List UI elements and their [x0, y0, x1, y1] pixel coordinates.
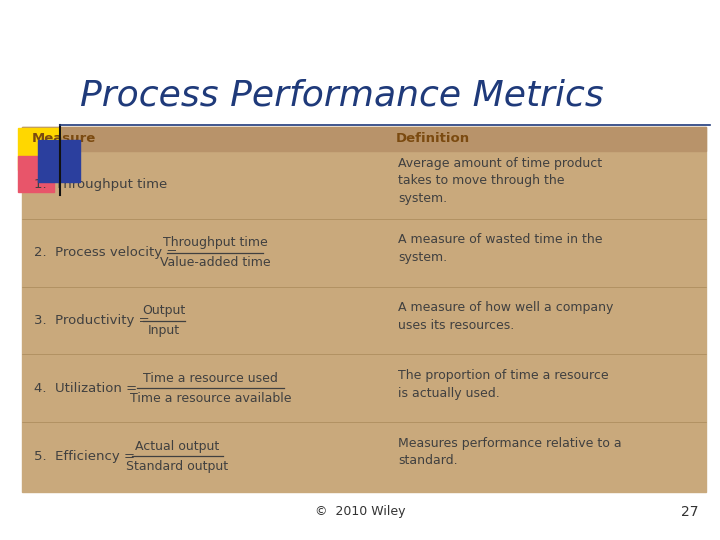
Text: 1.  Throughput time: 1. Throughput time [34, 178, 167, 191]
Text: 5.  Efficiency =: 5. Efficiency = [34, 450, 135, 463]
Text: A measure of wasted time in the
system.: A measure of wasted time in the system. [398, 233, 603, 264]
Text: 27: 27 [680, 505, 698, 519]
Bar [22, 127, 706, 492]
Text: Input: Input [148, 324, 180, 337]
Text: Actual output: Actual output [135, 440, 220, 453]
Text: Time a resource available: Time a resource available [130, 392, 292, 405]
Text: A measure of how well a company
uses its resources.: A measure of how well a company uses its… [398, 301, 613, 332]
Text: Measures performance relative to a
standard.: Measures performance relative to a stand… [398, 437, 621, 467]
Text: Process Performance Metrics: Process Performance Metrics [80, 78, 604, 112]
Text: Output: Output [143, 304, 186, 317]
Text: Definition: Definition [396, 132, 470, 145]
Text: Measure: Measure [32, 132, 96, 145]
Text: Throughput time: Throughput time [163, 236, 267, 249]
Text: Average amount of time product
takes to move through the
system.: Average amount of time product takes to … [398, 157, 602, 205]
Text: 3.  Productivity =: 3. Productivity = [34, 314, 150, 327]
Text: Time a resource used: Time a resource used [143, 372, 278, 385]
Text: 4.  Utilization =: 4. Utilization = [34, 382, 137, 395]
Text: ©  2010 Wiley: © 2010 Wiley [315, 505, 405, 518]
Bar [38, 140, 80, 182]
Bar [18, 156, 54, 192]
Text: Value-added time: Value-added time [160, 256, 270, 269]
Bar [18, 128, 60, 170]
Text: The proportion of time a resource
is actually used.: The proportion of time a resource is act… [398, 369, 608, 400]
Bar [22, 127, 706, 151]
Text: Standard output: Standard output [126, 460, 228, 472]
Text: 2.  Process velocity =: 2. Process velocity = [34, 246, 177, 259]
